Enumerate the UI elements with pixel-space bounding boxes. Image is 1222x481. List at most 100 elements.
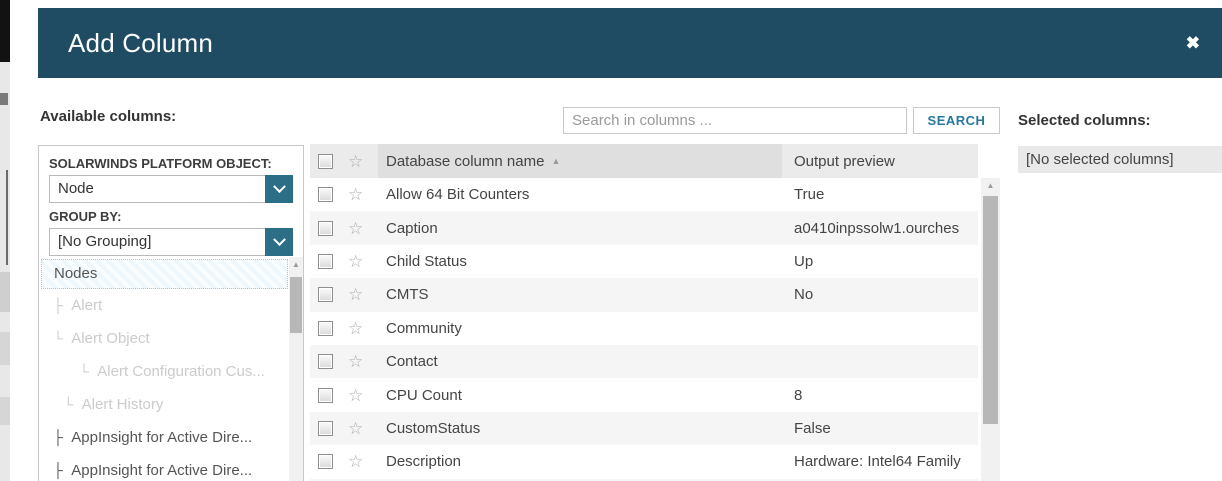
tree-branch-icon: ├ <box>53 462 63 478</box>
star-icon[interactable]: ☆ <box>348 151 364 171</box>
row-checkbox[interactable] <box>318 287 333 303</box>
column-header-name[interactable]: Database column name ▲ <box>378 144 782 178</box>
tree-item-nodes-selected[interactable]: Nodes <box>41 259 288 289</box>
output-preview-cell: No <box>794 286 814 304</box>
background-row-fragment <box>0 397 10 425</box>
star-icon[interactable]: ☆ <box>348 185 364 205</box>
tree-item-label: Alert <box>71 297 103 314</box>
table-row[interactable]: ☆ Allow 64 Bit Counters True <box>310 178 978 211</box>
dialog-header: Add Column ✖ <box>38 8 1222 78</box>
scrollbar-thumb[interactable] <box>983 196 998 424</box>
column-name-cell: Caption <box>386 219 438 237</box>
tree-item-label: Alert Object <box>71 330 150 347</box>
table-row[interactable]: ☆ Description Hardware: Intel64 Family <box>310 445 978 478</box>
table-row[interactable]: ☆ CMTS No <box>310 278 978 312</box>
tree-branch-icon: └ <box>63 396 74 412</box>
table-row[interactable]: ☆ Caption a0410inpssolw1.ourches <box>310 211 978 245</box>
output-preview-cell: Hardware: Intel64 Family <box>794 453 961 471</box>
tree-branch-icon: ├ <box>53 297 63 313</box>
sort-asc-icon: ▲ <box>551 156 561 166</box>
available-columns-label: Available columns: <box>40 108 177 125</box>
table-header-row: ☆ Database column name ▲ Output preview <box>310 144 978 178</box>
table-scrollbar[interactable]: ▲ <box>981 178 1000 481</box>
star-icon[interactable]: ☆ <box>348 418 364 438</box>
platform-object-select[interactable]: Node <box>49 175 293 203</box>
column-name-cell: Community <box>386 319 462 337</box>
available-columns-panel: SOLARWINDS PLATFORM OBJECT: Node GROUP B… <box>38 145 304 481</box>
star-icon[interactable]: ☆ <box>348 352 364 372</box>
tree-branch-icon: ├ <box>53 429 63 445</box>
column-name-cell: CPU Count <box>386 386 462 404</box>
chevron-down-icon[interactable] <box>265 228 293 256</box>
column-name-cell: Description <box>386 453 462 471</box>
table-body: ☆ Allow 64 Bit Counters True ☆ Caption a… <box>310 178 978 479</box>
tree-item[interactable]: ├ AppInsight for Active Dire... <box>41 421 288 454</box>
tree-list: ├ Alert └ Alert Object └ Alert Configura… <box>41 289 288 481</box>
table-row[interactable]: ☆ Contact <box>310 344 978 379</box>
close-icon[interactable]: ✖ <box>1185 33 1200 53</box>
row-checkbox[interactable] <box>318 187 333 203</box>
object-tree: Nodes ├ Alert └ Alert Object └ Alert Con… <box>41 259 288 481</box>
select-all-checkbox[interactable] <box>318 153 333 169</box>
search-input[interactable] <box>563 107 907 134</box>
scroll-up-icon[interactable]: ▲ <box>292 260 300 269</box>
star-icon[interactable]: ☆ <box>348 452 364 472</box>
tree-item[interactable]: └ Alert Configuration Cus... <box>41 355 288 388</box>
platform-object-label: SOLARWINDS PLATFORM OBJECT: <box>49 156 272 171</box>
table-row[interactable]: ☆ Child Status Up <box>310 245 978 278</box>
group-by-label: GROUP BY: <box>49 209 122 224</box>
output-preview-cell: a0410inpssolw1.ourches <box>794 219 960 237</box>
background-page-strip <box>0 0 10 481</box>
background-header-block <box>0 0 10 62</box>
columns-table: ☆ Database column name ▲ Output preview … <box>310 144 978 481</box>
column-name-cell: CustomStatus <box>386 419 481 437</box>
row-checkbox[interactable] <box>318 354 333 370</box>
row-checkbox[interactable] <box>318 387 333 403</box>
row-checkbox[interactable] <box>318 454 333 470</box>
chevron-down-icon[interactable] <box>265 175 293 203</box>
row-checkbox[interactable] <box>318 420 333 436</box>
tree-item-label: Alert Configuration Cus... <box>97 363 265 380</box>
star-icon[interactable]: ☆ <box>348 385 364 405</box>
background-divider <box>6 170 8 265</box>
star-icon[interactable]: ☆ <box>348 285 364 305</box>
background-text-fragment <box>0 93 8 105</box>
output-preview-cell: False <box>794 419 831 437</box>
background-row-fragment <box>0 332 10 365</box>
star-icon[interactable]: ☆ <box>348 251 364 271</box>
row-checkbox[interactable] <box>318 253 333 269</box>
output-preview-cell: Up <box>794 252 814 270</box>
tree-item[interactable]: └ Alert Object <box>41 322 288 355</box>
tree-item-label: AppInsight for Active Dire... <box>71 429 253 446</box>
column-name-cell: CMTS <box>386 286 429 304</box>
row-checkbox[interactable] <box>318 220 333 236</box>
scrollbar-thumb[interactable] <box>290 277 302 333</box>
output-preview-cell: True <box>794 186 825 204</box>
star-icon[interactable]: ☆ <box>348 218 364 238</box>
tree-item[interactable]: ├ Alert <box>41 289 288 322</box>
tree-scrollbar[interactable]: ▲ <box>289 257 303 481</box>
table-row[interactable]: ☆ Community <box>310 312 978 345</box>
next-row-sliver <box>310 478 978 481</box>
selected-columns-empty-state: [No selected columns] <box>1018 146 1222 173</box>
table-row[interactable]: ☆ CPU Count 8 <box>310 378 978 411</box>
output-preview-cell: 8 <box>794 386 803 404</box>
tree-item-label: AppInsight for Active Dire... <box>71 462 253 479</box>
tree-item[interactable]: ├ AppInsight for Active Dire... <box>41 454 288 481</box>
selected-columns-label: Selected columns: <box>1018 112 1151 129</box>
add-column-dialog: Add Column ✖ Available columns: SEARCH S… <box>10 0 1222 481</box>
column-name-cell: Contact <box>386 353 438 371</box>
tree-item[interactable]: └ Alert History <box>41 388 288 421</box>
table-row[interactable]: ☆ CustomStatus False <box>310 411 978 446</box>
star-icon[interactable]: ☆ <box>348 318 364 338</box>
row-checkbox[interactable] <box>318 320 333 336</box>
column-name-cell: Allow 64 Bit Counters <box>386 186 530 204</box>
scroll-up-icon[interactable]: ▲ <box>986 181 995 190</box>
tree-item-label: Alert History <box>81 396 164 413</box>
dialog-title: Add Column <box>68 27 214 58</box>
search-button[interactable]: SEARCH <box>913 107 1000 134</box>
tree-branch-icon: └ <box>79 363 89 379</box>
group-by-select[interactable]: [No Grouping] <box>49 228 293 256</box>
background-button-fragment <box>0 272 10 312</box>
column-header-preview[interactable]: Output preview <box>794 152 895 170</box>
